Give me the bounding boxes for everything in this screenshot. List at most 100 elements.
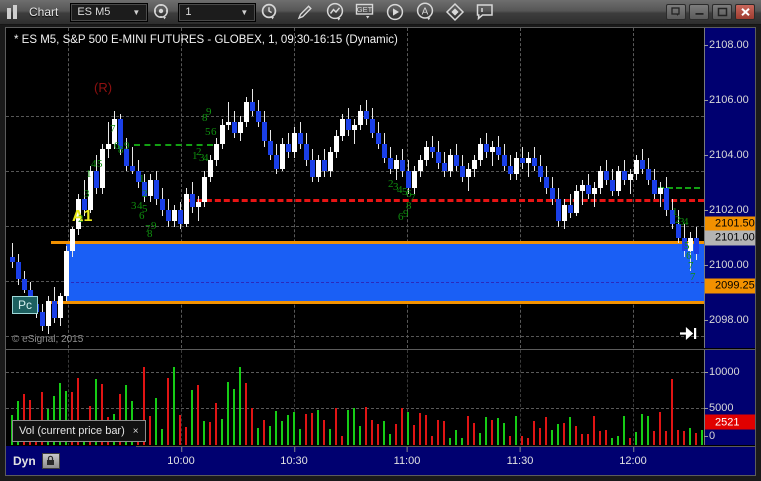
candle-wick bbox=[660, 182, 661, 208]
restore-down-button[interactable] bbox=[666, 4, 686, 20]
volume-bar bbox=[119, 394, 121, 445]
volume-legend[interactable]: Vol (current price bar) × bbox=[12, 420, 146, 442]
candle-body bbox=[526, 157, 531, 164]
minimize-button[interactable] bbox=[689, 4, 709, 20]
get-data-icon[interactable]: GET bbox=[352, 1, 378, 23]
candle-body bbox=[304, 143, 309, 161]
move-tool-icon[interactable] bbox=[442, 1, 468, 23]
candle-body bbox=[172, 210, 177, 222]
candle-body bbox=[646, 168, 651, 180]
candle-body bbox=[520, 157, 525, 164]
value-area-zone[interactable] bbox=[66, 243, 704, 302]
candle-body bbox=[466, 168, 471, 177]
support-price-tag: 2099.25 bbox=[705, 278, 755, 294]
close-icon[interactable]: × bbox=[132, 425, 139, 437]
draw-pencil-icon[interactable] bbox=[292, 1, 318, 23]
volume-bar bbox=[233, 388, 235, 445]
volume-bar bbox=[605, 430, 607, 445]
close-button[interactable] bbox=[735, 4, 755, 20]
volume-bar bbox=[365, 407, 367, 445]
time-template-icon[interactable] bbox=[258, 2, 280, 23]
candle-body bbox=[130, 165, 135, 172]
volume-bar bbox=[569, 417, 571, 445]
volume-bar bbox=[275, 411, 277, 445]
candle-body bbox=[298, 132, 303, 144]
dynamic-mode-bar[interactable]: Dyn bbox=[6, 446, 136, 475]
candle-body bbox=[250, 102, 255, 111]
volume-bar bbox=[407, 412, 409, 445]
interval-combo[interactable]: 1 ▼ bbox=[178, 2, 257, 22]
zone-upper-line[interactable] bbox=[51, 241, 704, 244]
volume-bar bbox=[71, 392, 73, 445]
resistance-line[interactable] bbox=[188, 199, 704, 202]
candle-body bbox=[616, 171, 621, 191]
comment-icon[interactable] bbox=[472, 1, 498, 23]
candle-wick bbox=[228, 102, 229, 131]
volume-bar bbox=[299, 429, 301, 445]
count-label: 6 bbox=[211, 126, 217, 138]
volume-bar bbox=[167, 378, 169, 445]
target-line-left[interactable] bbox=[134, 144, 213, 146]
candle-body bbox=[370, 119, 375, 133]
last-price-tag: 2101.00 bbox=[705, 230, 755, 246]
target-line-right[interactable] bbox=[658, 187, 700, 189]
candle-body bbox=[70, 229, 75, 252]
candle-body bbox=[184, 193, 189, 224]
count-label: 2 bbox=[196, 146, 202, 158]
chart-title: * ES M5, S&P 500 E-MINI FUTURES - GLOBEX… bbox=[14, 34, 398, 46]
volume-bar bbox=[401, 407, 403, 445]
volume-pane[interactable]: Vol (current price bar) × 10000 5000 0 2… bbox=[6, 349, 755, 445]
count-label: 9 bbox=[206, 106, 212, 118]
price-axis[interactable]: 2108.00 2106.00 2104.00 2102.00 2100.00 2098.… bbox=[704, 28, 755, 348]
study-line-icon[interactable] bbox=[322, 1, 348, 23]
gridline-vertical bbox=[68, 28, 69, 348]
volume-bar bbox=[317, 409, 319, 445]
svg-text:GET: GET bbox=[357, 5, 373, 14]
volume-bar bbox=[209, 421, 211, 445]
symbol-lookup-icon[interactable] bbox=[150, 2, 172, 23]
volume-bar bbox=[677, 430, 679, 445]
volume-bar bbox=[179, 414, 181, 445]
price-pane[interactable]: * ES M5, S&P 500 E-MINI FUTURES - GLOBEX… bbox=[6, 28, 755, 348]
candle-body bbox=[442, 163, 447, 172]
volume-bar bbox=[473, 423, 475, 445]
window-buttons bbox=[666, 4, 755, 20]
volume-axis[interactable]: 10000 5000 0 2521 bbox=[703, 350, 755, 445]
candle-wick bbox=[492, 141, 493, 166]
volume-bar bbox=[461, 437, 463, 445]
volume-bar bbox=[227, 382, 229, 445]
count-label: 6 bbox=[114, 140, 120, 152]
count-label: 7 bbox=[690, 271, 696, 283]
candle-body bbox=[106, 143, 111, 150]
gridline bbox=[6, 372, 704, 373]
symbol-combo[interactable]: ES M5 ▼ bbox=[70, 2, 149, 22]
candle-body bbox=[202, 176, 207, 202]
play-replay-icon[interactable] bbox=[382, 1, 408, 23]
candle-body bbox=[622, 171, 627, 180]
count-label: 4 bbox=[137, 200, 143, 212]
volume-bar bbox=[641, 413, 643, 445]
annotation-text-icon[interactable]: A bbox=[412, 1, 438, 23]
candle-wick bbox=[594, 182, 595, 208]
jump-to-last-bar-icon[interactable] bbox=[679, 327, 699, 342]
volume-bar bbox=[383, 421, 385, 445]
maximize-button[interactable] bbox=[712, 4, 732, 20]
candle-body bbox=[490, 146, 495, 153]
price-tick: 2100.00 bbox=[704, 259, 749, 272]
count-label: 5 bbox=[402, 186, 408, 198]
zone-lower-line[interactable] bbox=[51, 301, 704, 304]
lock-icon[interactable] bbox=[41, 452, 60, 469]
count-label: 9 bbox=[124, 140, 130, 152]
candle-wick bbox=[582, 179, 583, 205]
candle-body bbox=[328, 152, 333, 172]
candle-body bbox=[640, 160, 645, 169]
volume-tick: 0 bbox=[703, 430, 716, 442]
volume-bar bbox=[647, 416, 649, 445]
volume-bar bbox=[263, 419, 265, 445]
time-tick: 11:00 bbox=[393, 447, 421, 467]
volume-bar bbox=[443, 421, 445, 445]
volume-bar bbox=[335, 407, 337, 445]
count-label: 1 bbox=[192, 150, 198, 162]
price-tick: 2108.00 bbox=[704, 38, 749, 51]
